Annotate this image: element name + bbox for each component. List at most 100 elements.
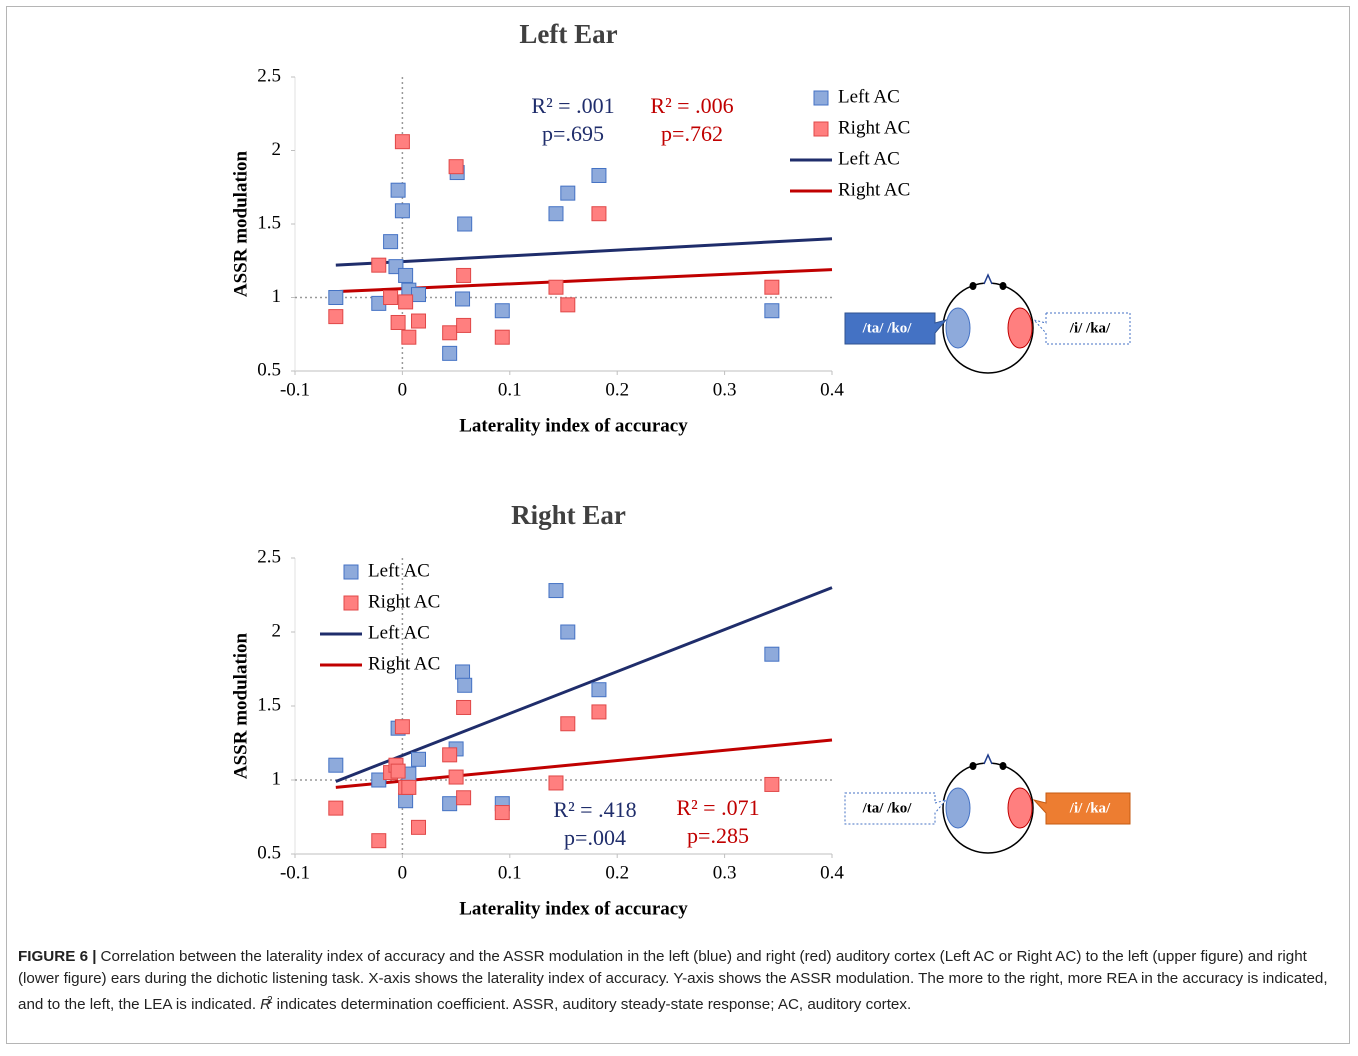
scatter-point xyxy=(328,290,344,305)
legend-label: Left AC xyxy=(368,560,430,581)
scatter-point xyxy=(448,769,464,785)
right-cortex xyxy=(1007,307,1033,349)
figure: Left Ear -0.1 0 0.1 0.2 0.3 0.4 0.5 1 1.5 2 2.5 Late… xyxy=(230,19,1131,919)
x-tick-label: -0.1 xyxy=(280,862,310,883)
scatter-point xyxy=(390,763,406,779)
left-label: /ta/ /ko/ xyxy=(862,800,913,816)
trend-line xyxy=(335,738,833,789)
scatter-point xyxy=(548,206,564,222)
y-axis-label: ASSR modulation xyxy=(230,632,251,779)
scatter-point xyxy=(401,329,417,345)
scatter-point xyxy=(394,203,410,219)
scatter-point xyxy=(390,182,406,198)
caption-bold: FIGURE 6 | xyxy=(18,948,97,965)
legend-label: Right AC xyxy=(368,591,440,612)
right-cortex xyxy=(1007,787,1033,829)
x-tick-label: 0.3 xyxy=(713,862,737,883)
y-tick-label: 1 xyxy=(272,286,282,307)
y-tick-label: 2 xyxy=(272,139,282,160)
nose xyxy=(983,753,993,765)
scatter-point xyxy=(455,291,471,307)
caption-italic: R xyxy=(260,996,272,1013)
caption-normal: Correlation between the laterality index… xyxy=(18,948,1328,1013)
annotation: p=.695 xyxy=(542,121,604,146)
annotation: p=.285 xyxy=(687,823,749,848)
ear-bump xyxy=(969,282,977,290)
scatter-point xyxy=(401,779,417,795)
x-tick-label: 0.2 xyxy=(605,862,629,883)
x-tick-label: 0 xyxy=(398,379,408,400)
scatter-point xyxy=(456,699,472,715)
chart-title: Right Ear xyxy=(511,500,626,530)
scatter-point xyxy=(494,329,510,345)
scatter-point xyxy=(371,833,387,849)
scatter-point xyxy=(383,290,399,305)
annotation: p=.762 xyxy=(661,121,723,146)
scatter-point xyxy=(560,297,576,313)
x-tick-label: 0.3 xyxy=(713,379,737,400)
scatter-point xyxy=(764,646,780,662)
scatter-point xyxy=(494,805,510,821)
scatter-point xyxy=(411,819,427,835)
figure-frame xyxy=(6,6,1350,1044)
caption-normal: indicates determination coefficient. ASS… xyxy=(276,996,912,1013)
y-tick-label: 1.5 xyxy=(257,212,281,233)
scatter-point xyxy=(328,800,344,816)
x-tick-label: 0.1 xyxy=(498,862,522,883)
scatter-point xyxy=(591,167,607,183)
legend-marker xyxy=(813,121,829,137)
scatter-point xyxy=(591,704,607,720)
left-callout xyxy=(844,312,948,345)
scatter-point xyxy=(328,757,344,773)
right-label: /i/ /ka/ xyxy=(1069,320,1111,336)
left-cortex xyxy=(945,787,971,829)
scatter-point xyxy=(411,313,427,329)
scatter-point xyxy=(398,267,414,283)
scatter-point xyxy=(394,134,410,150)
scatter-point xyxy=(455,664,471,680)
scatter-point xyxy=(591,206,607,222)
scatter-point xyxy=(560,716,576,732)
scatter-point xyxy=(548,775,564,791)
ear-bump xyxy=(999,762,1007,770)
ear-bump xyxy=(999,282,1007,290)
scatter-point xyxy=(383,234,399,250)
scatter-point xyxy=(457,677,473,693)
annotation: p=.004 xyxy=(564,825,626,850)
left-label: /ta/ /ko/ xyxy=(862,320,913,336)
x-tick-label: 0.4 xyxy=(820,379,844,400)
scatter-point xyxy=(764,303,780,319)
y-tick-label: 2 xyxy=(272,620,282,641)
scatter-point xyxy=(442,796,458,812)
scatter-point xyxy=(456,790,472,806)
x-tick-label: 0.2 xyxy=(605,379,629,400)
y-tick-label: 0.5 xyxy=(257,842,281,863)
trend-line xyxy=(335,586,833,783)
scatter-point xyxy=(442,747,458,763)
y-tick-label: 1 xyxy=(272,768,282,789)
scatter-point xyxy=(494,303,510,319)
annotation: R² = .418 xyxy=(553,797,636,822)
scatter-point xyxy=(560,624,576,640)
scatter-point xyxy=(456,317,472,333)
x-tick-label: 0 xyxy=(398,862,408,883)
legend-marker xyxy=(343,564,359,580)
y-tick-label: 2.5 xyxy=(257,546,281,567)
annotation: R² = .071 xyxy=(676,795,759,820)
right-callout xyxy=(1032,312,1131,345)
nose xyxy=(983,273,993,285)
x-tick-label: -0.1 xyxy=(280,379,310,400)
annotation: R² = .006 xyxy=(650,93,733,118)
chart-title: Left Ear xyxy=(519,19,617,49)
x-axis-label: Laterality index of accuracy xyxy=(459,415,688,436)
scatter-point xyxy=(457,216,473,232)
y-tick-label: 1.5 xyxy=(257,694,281,715)
ear-bump xyxy=(969,762,977,770)
legend-label: Right AC xyxy=(838,117,910,138)
x-tick-label: 0.1 xyxy=(498,379,522,400)
y-tick-label: 2.5 xyxy=(257,65,281,86)
annotation: R² = .001 xyxy=(531,93,614,118)
y-tick-label: 0.5 xyxy=(257,359,281,380)
scatter-point xyxy=(394,719,410,735)
